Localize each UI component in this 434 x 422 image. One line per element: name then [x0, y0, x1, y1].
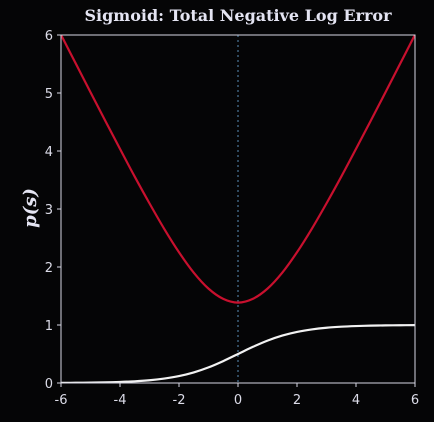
x-tick-label: 2 [293, 393, 301, 408]
x-tick-label: 0 [234, 393, 242, 408]
y-tick-label: 3 [45, 203, 53, 218]
x-axis-label: s [233, 416, 242, 422]
x-tick-label: -2 [173, 393, 186, 408]
error-curve-line [61, 35, 415, 304]
y-tick-label: 5 [45, 87, 53, 102]
x-tick-label: -4 [114, 393, 127, 408]
chart-title: Sigmoid: Total Negative Log Error [84, 6, 392, 25]
y-tick-label: 4 [45, 145, 53, 160]
y-tick-label: 2 [45, 261, 53, 276]
x-tick-label: 4 [352, 393, 360, 408]
sigmoid-curve-line [61, 324, 415, 383]
y-axis-label: p(s) [20, 188, 41, 228]
y-tick-label: 6 [45, 29, 53, 44]
x-tick-label: -6 [55, 393, 68, 408]
x-tick-label: 6 [411, 393, 419, 408]
y-tick-label: 1 [45, 319, 53, 334]
y-tick-label: 0 [45, 377, 53, 392]
plot-area: -6 -4 -2 0 2 4 6 0 1 2 3 4 5 6 [45, 29, 419, 408]
